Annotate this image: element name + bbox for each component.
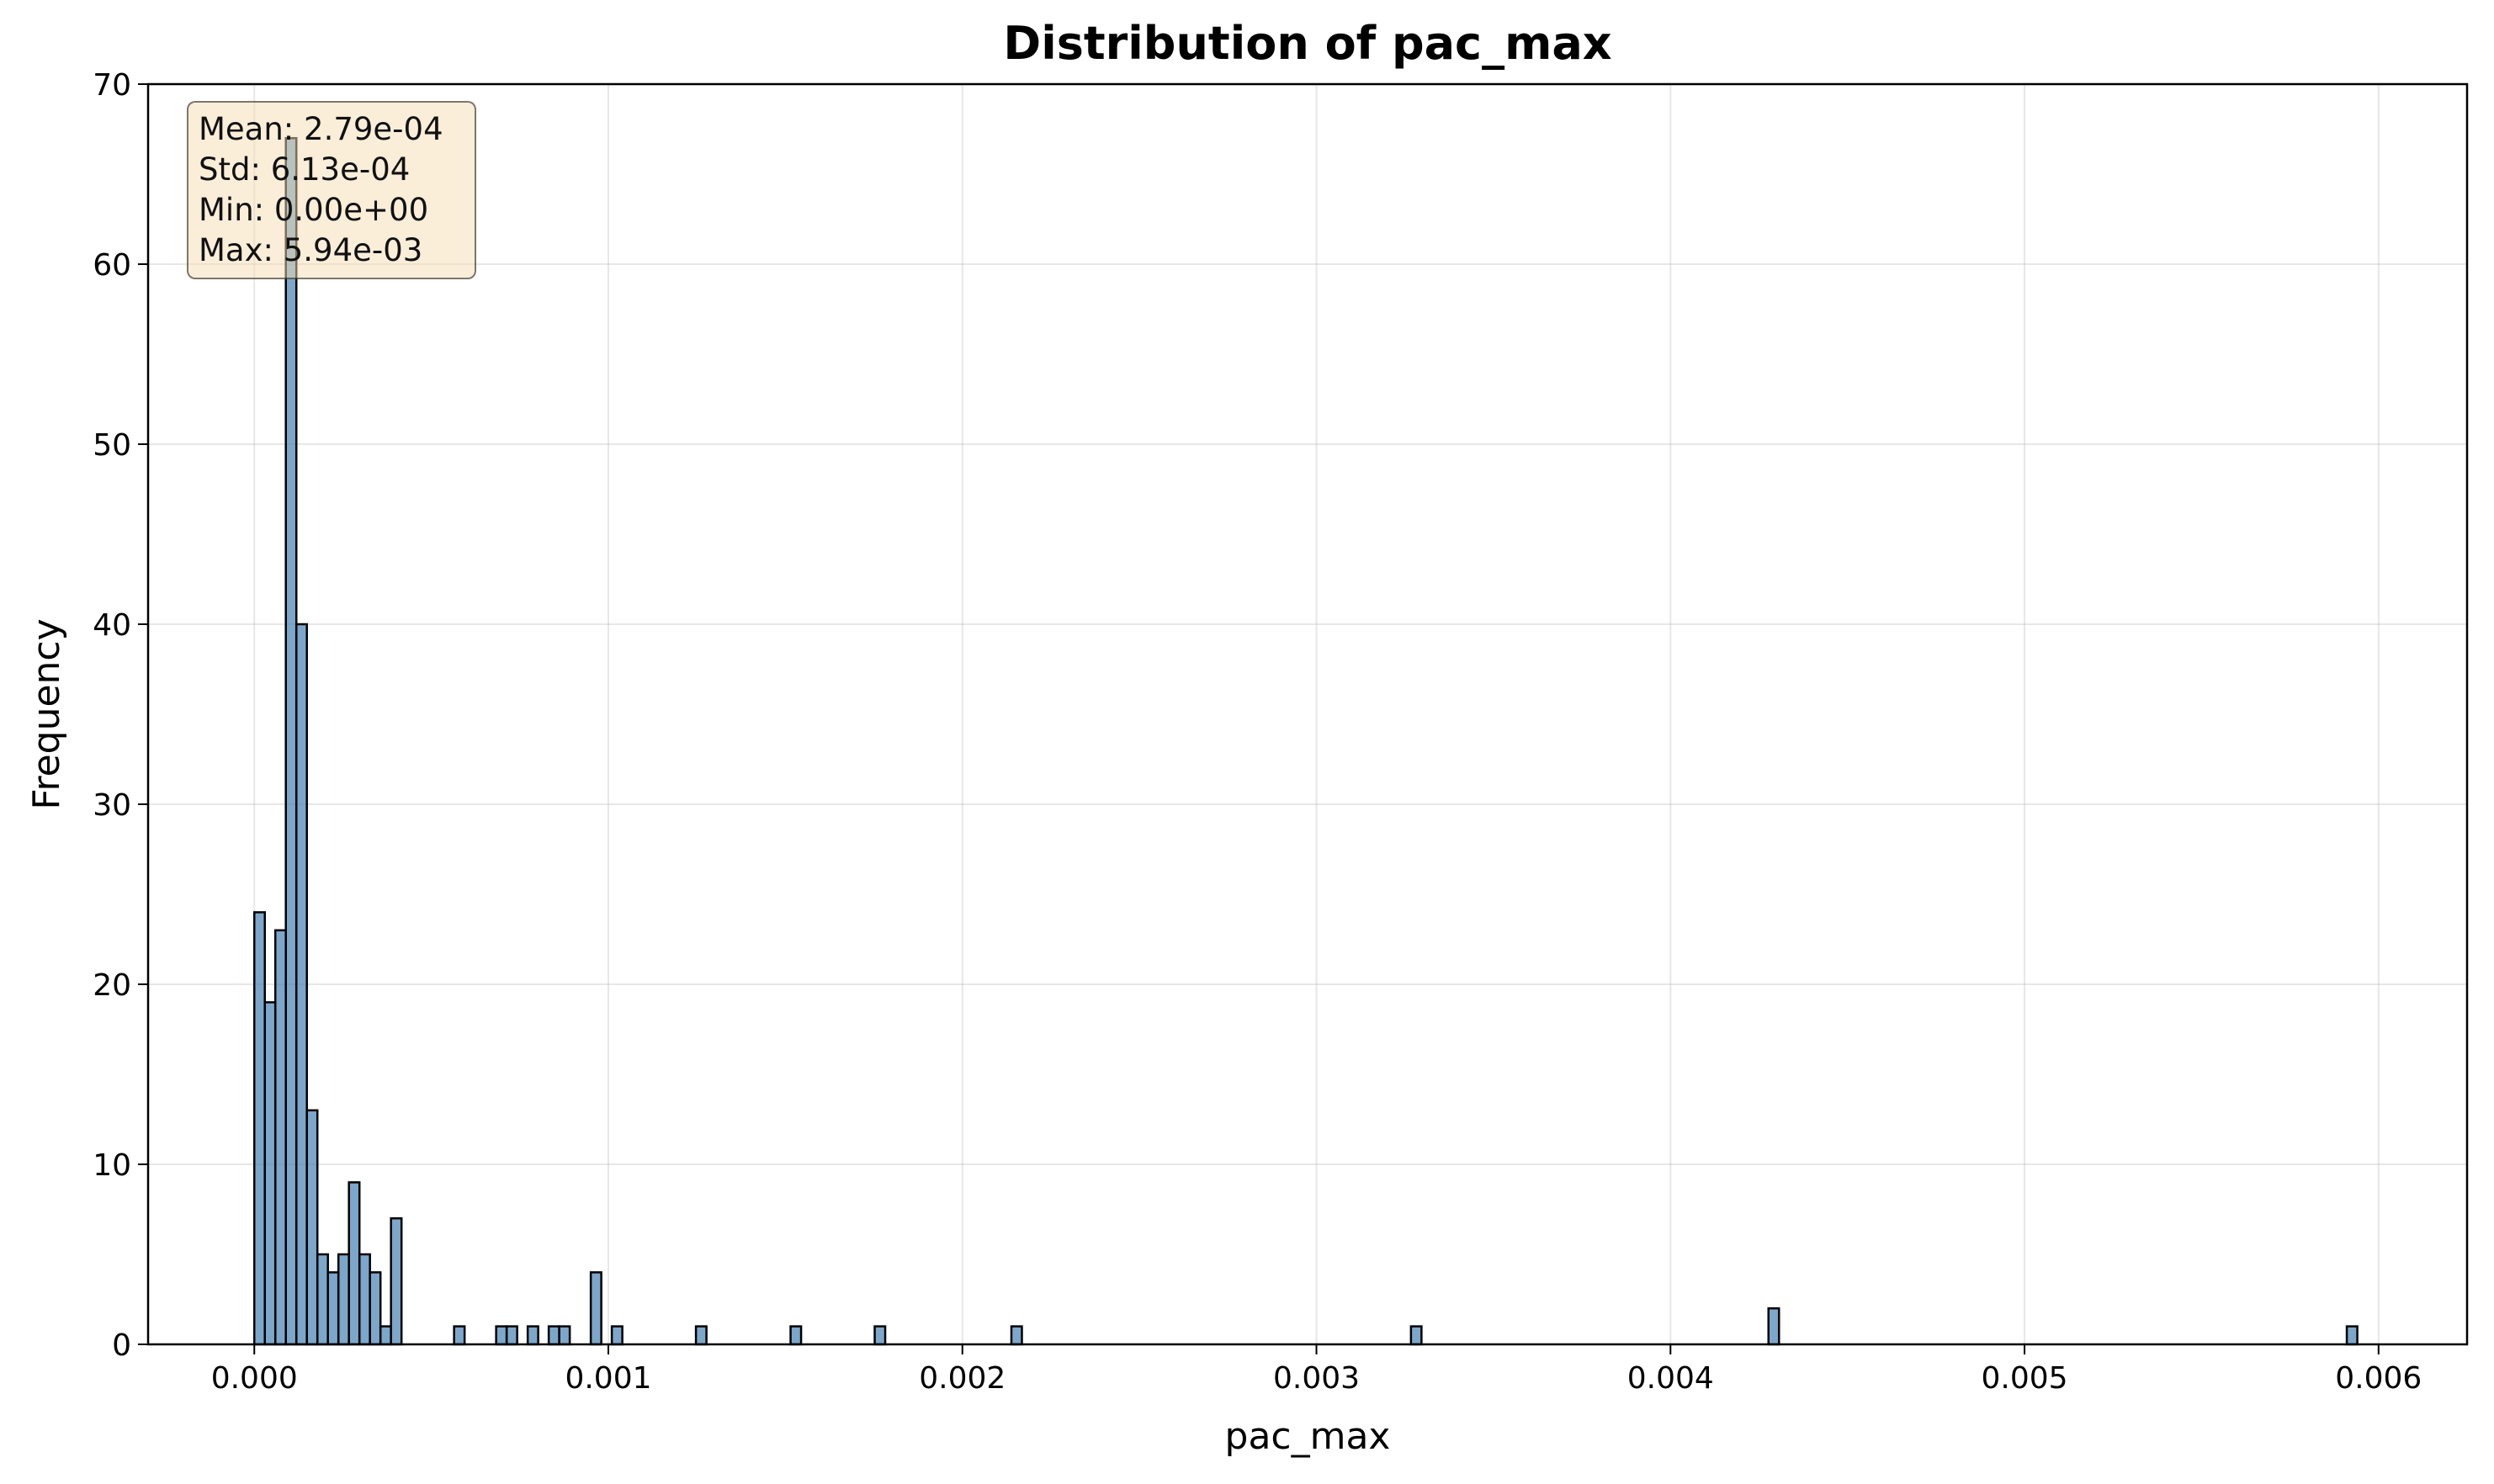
y-tick-label: 10 <box>93 1148 131 1183</box>
y-tick-label: 30 <box>93 788 131 823</box>
histogram-bar <box>453 1325 466 1346</box>
histogram-bar <box>369 1271 382 1346</box>
y-tick-label: 0 <box>112 1328 131 1363</box>
stats-min: Min: 0.00e+00 <box>199 192 429 228</box>
stats-annotation-box: Mean: 2.79e-04 Std: 6.13e-04 Min: 0.00e+… <box>187 101 476 279</box>
x-axis-label: pac_max <box>1225 1415 1391 1458</box>
stats-std: Std: 6.13e-04 <box>199 151 411 188</box>
y-tick-label: 70 <box>93 68 131 103</box>
x-tick-label: 0.001 <box>565 1361 651 1396</box>
histogram-bar <box>610 1325 624 1346</box>
histogram-bar <box>789 1325 803 1346</box>
histogram-bar <box>495 1325 508 1346</box>
histogram-bar <box>589 1271 602 1346</box>
y-tick-label: 40 <box>93 608 131 643</box>
histogram-bar <box>326 1271 340 1346</box>
histogram-bar <box>263 1001 277 1346</box>
histogram-bar <box>284 136 298 1346</box>
histogram-bar <box>873 1325 887 1346</box>
plot-frame <box>146 82 2469 1346</box>
histogram-bar <box>2345 1325 2359 1346</box>
histogram-bar <box>1767 1306 1780 1346</box>
histogram-bar <box>694 1325 708 1346</box>
x-tick-label: 0.004 <box>1627 1361 1714 1396</box>
x-tick-label: 0.000 <box>211 1361 298 1396</box>
histogram-bar <box>558 1325 571 1346</box>
histogram-bar <box>348 1181 361 1346</box>
x-axis-ticks: 0.000 0.001 0.002 0.003 0.004 0.005 0.006 <box>211 1344 2422 1396</box>
chart-title: Distribution of pac_max <box>1003 17 1611 70</box>
histogram-bar <box>295 623 308 1346</box>
y-tick-label: 20 <box>93 968 131 1003</box>
histogram-bar <box>305 1109 319 1346</box>
histogram-bar <box>526 1325 539 1346</box>
histogram-bar <box>1409 1325 1423 1346</box>
histogram-bar <box>316 1253 329 1346</box>
y-axis-ticks: 0 10 20 30 40 50 60 70 <box>93 68 148 1363</box>
x-tick-label: 0.006 <box>2335 1361 2422 1396</box>
histogram-bar <box>390 1216 403 1346</box>
histogram-bar <box>358 1253 371 1346</box>
stats-max: Max: 5.94e-03 <box>199 232 423 268</box>
histogram-bars <box>252 136 2359 1346</box>
histogram-bar <box>273 929 287 1346</box>
x-tick-label: 0.005 <box>1982 1361 2068 1396</box>
histogram-bar <box>337 1253 350 1346</box>
stats-mean: Mean: 2.79e-04 <box>199 111 443 147</box>
y-tick-label: 60 <box>93 248 131 283</box>
histogram-bar <box>547 1325 560 1346</box>
y-tick-label: 50 <box>93 428 131 463</box>
x-tick-label: 0.003 <box>1273 1361 1360 1396</box>
histogram-bar <box>252 911 266 1346</box>
x-tick-label: 0.002 <box>919 1361 1006 1396</box>
histogram-bar <box>379 1325 392 1346</box>
histogram-bar <box>1010 1325 1023 1346</box>
y-axis-label: Frequency <box>25 618 68 809</box>
histogram-bar <box>505 1325 518 1346</box>
